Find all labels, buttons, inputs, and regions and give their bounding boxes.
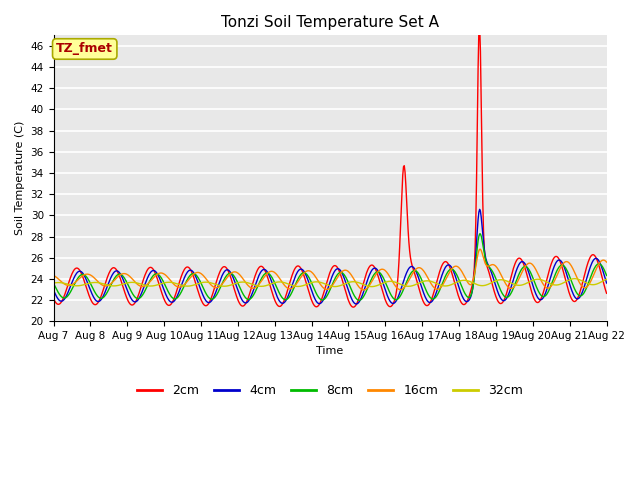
32cm [414, 280, 422, 286]
32cm [398, 282, 406, 288]
32cm [368, 284, 376, 289]
2cm [50, 296, 58, 301]
4cm [353, 301, 360, 307]
4cm [414, 274, 422, 279]
32cm [60, 280, 67, 286]
4cm [50, 287, 58, 293]
Line: 16cm: 16cm [54, 249, 607, 290]
4cm [202, 298, 210, 303]
Title: Tonzi Soil Temperature Set A: Tonzi Soil Temperature Set A [221, 15, 439, 30]
2cm [398, 187, 406, 193]
16cm [50, 273, 58, 278]
16cm [414, 265, 422, 271]
16cm [173, 284, 180, 289]
4cm [60, 297, 67, 303]
2cm [202, 303, 210, 309]
2cm [476, 22, 483, 27]
8cm [50, 280, 58, 286]
Y-axis label: Soil Temperature (C): Soil Temperature (C) [15, 121, 25, 236]
32cm [571, 276, 579, 282]
8cm [414, 270, 422, 276]
8cm [202, 290, 210, 296]
8cm [355, 298, 363, 303]
4cm [603, 280, 611, 286]
2cm [60, 295, 67, 300]
8cm [173, 295, 180, 301]
2cm [349, 304, 357, 310]
Line: 2cm: 2cm [54, 24, 607, 307]
32cm [50, 280, 58, 286]
16cm [202, 276, 210, 281]
32cm [202, 279, 210, 285]
16cm [477, 246, 484, 252]
8cm [476, 231, 483, 237]
16cm [603, 259, 611, 265]
2cm [116, 276, 124, 282]
4cm [116, 271, 124, 277]
16cm [398, 287, 406, 292]
8cm [60, 295, 67, 301]
32cm [173, 281, 180, 287]
Line: 32cm: 32cm [54, 279, 607, 287]
Line: 4cm: 4cm [54, 209, 607, 304]
4cm [173, 295, 180, 300]
32cm [603, 276, 611, 282]
16cm [360, 287, 367, 293]
16cm [60, 280, 67, 286]
Line: 8cm: 8cm [54, 234, 607, 300]
2cm [603, 290, 611, 296]
8cm [603, 273, 611, 278]
4cm [398, 283, 406, 289]
Text: TZ_fmet: TZ_fmet [56, 43, 113, 56]
32cm [116, 282, 124, 288]
2cm [414, 283, 422, 288]
16cm [116, 272, 124, 277]
4cm [476, 206, 483, 212]
8cm [116, 271, 124, 277]
8cm [398, 290, 406, 296]
Legend: 2cm, 4cm, 8cm, 16cm, 32cm: 2cm, 4cm, 8cm, 16cm, 32cm [132, 379, 528, 402]
X-axis label: Time: Time [316, 347, 344, 357]
2cm [173, 288, 180, 294]
